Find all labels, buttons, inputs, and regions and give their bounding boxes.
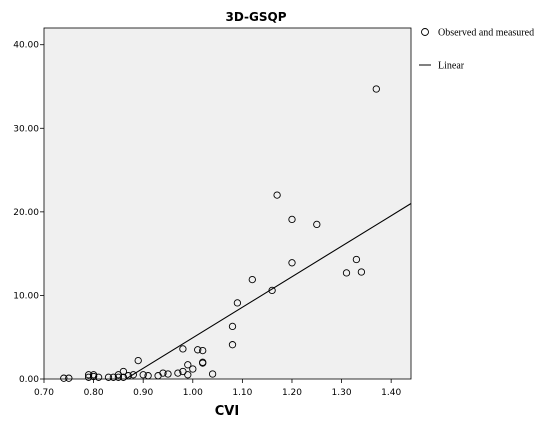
fit-line [125, 203, 412, 380]
chart-title: 3D-GSQP [225, 10, 286, 24]
data-point [228, 341, 237, 349]
x-tick-label: 1.40 [381, 388, 401, 398]
x-tick-label: 1.20 [282, 388, 302, 398]
x-tick-label: 0.80 [84, 388, 104, 398]
data-point [313, 220, 321, 229]
x-axis: 0.70 0.80 0.90 1.00 1.10 1.20 1.30 1.40 [34, 379, 401, 398]
x-tick-label: 1.10 [232, 388, 252, 398]
legend-circle-symbol [421, 28, 429, 36]
data-point [144, 372, 152, 380]
x-tick-label: 0.70 [34, 388, 54, 398]
legend: Observed and measured Linear [419, 28, 534, 72]
x-tick-label: 1.00 [183, 388, 203, 398]
x-axis-label: CVI [215, 404, 239, 419]
fit-lines [125, 203, 412, 380]
plot-area [43, 27, 412, 380]
legend-label: Observed and measured [438, 28, 534, 39]
data-point [84, 371, 93, 379]
data-point [288, 215, 296, 224]
data-point [179, 367, 187, 376]
data-point [65, 374, 73, 382]
data-point [114, 373, 123, 381]
x-tick-label: 1.30 [332, 388, 352, 398]
data-point [288, 259, 296, 267]
data-point [352, 255, 361, 264]
data-point [189, 365, 197, 373]
data-point [104, 373, 113, 381]
data-point [129, 371, 137, 379]
data-point [119, 367, 128, 376]
data-point [139, 371, 147, 379]
data-point [184, 371, 192, 379]
data-point [199, 359, 207, 367]
data-point [248, 275, 256, 284]
data-point [124, 372, 132, 380]
data-point [164, 370, 172, 378]
data-point [119, 373, 128, 381]
data-point [208, 370, 217, 378]
y-tick-label: 20.00 [13, 208, 39, 218]
data-point [357, 268, 366, 276]
data-point [233, 299, 242, 307]
scatter-points [60, 85, 380, 382]
data-point [372, 85, 380, 93]
data-point [60, 374, 68, 382]
y-tick-label: 40.00 [13, 41, 39, 51]
data-point [134, 356, 142, 365]
data-point [174, 369, 182, 377]
y-tick-label: 10.00 [13, 291, 39, 301]
y-tick-label: 0.00 [19, 375, 39, 385]
data-point [179, 345, 187, 353]
data-point [342, 269, 351, 277]
data-point [184, 361, 192, 369]
data-point [268, 286, 276, 295]
data-point [159, 369, 167, 377]
y-axis: 0.00 10.00 20.00 30.00 40.00 [13, 41, 44, 385]
data-point [228, 322, 237, 331]
legend-label: Linear [438, 61, 465, 72]
data-point [194, 346, 202, 354]
y-tick-label: 30.00 [13, 124, 39, 134]
data-point [94, 373, 103, 381]
x-tick-label: 0.90 [133, 388, 153, 398]
data-point [199, 346, 207, 355]
data-point [273, 191, 281, 199]
